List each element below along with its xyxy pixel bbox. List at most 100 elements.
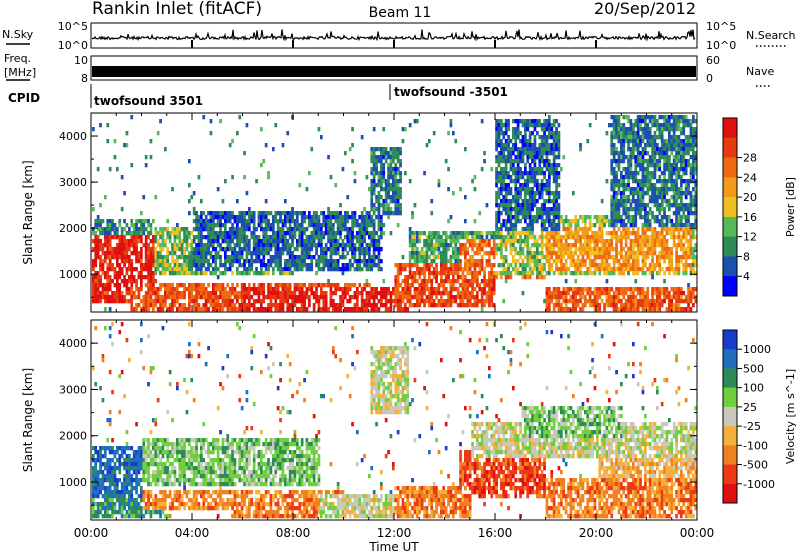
heatmap-cell (617, 191, 621, 196)
heatmap-cell (644, 231, 647, 236)
heatmap-cell (360, 259, 364, 264)
heatmap-cell (555, 211, 558, 216)
heatmap-cell (610, 235, 614, 240)
heatmap-cell (610, 295, 614, 300)
heatmap-cell (425, 283, 429, 288)
heatmap-cell (372, 295, 376, 300)
heatmap-cell (305, 215, 309, 220)
heatmap-cell (543, 175, 546, 180)
heatmap-cell (140, 219, 143, 224)
heatmap-cell (317, 263, 321, 268)
heatmap-cell (605, 287, 609, 292)
heatmap-cell (404, 291, 407, 296)
heatmap-cell (552, 123, 556, 128)
heatmap-cell (500, 243, 503, 248)
heatmap-cell (372, 263, 376, 268)
heatmap-cell (504, 259, 508, 264)
heatmap-cell (332, 243, 335, 248)
heatmap-cell (284, 239, 287, 244)
heatmap-cell (257, 291, 261, 296)
heatmap-cell (257, 215, 261, 220)
heatmap-cell (627, 247, 630, 252)
heatmap-cell (536, 167, 539, 172)
heatmap-cell (233, 259, 237, 264)
heatmap-cell (408, 291, 412, 296)
heatmap-cell (392, 195, 395, 200)
heatmap-cell (238, 263, 242, 268)
heatmap-cell (264, 227, 268, 232)
heatmap-cell (197, 219, 201, 224)
heatmap-cell (336, 239, 340, 244)
heatmap-cell (540, 183, 544, 188)
heatmap-cell (591, 271, 594, 276)
heatmap-cell (504, 199, 508, 204)
heatmap-cell (104, 239, 107, 244)
heatmap-cell (269, 235, 273, 240)
heatmap-cell (396, 195, 400, 200)
heatmap-cell (99, 259, 102, 264)
heatmap-cell (245, 255, 249, 260)
heatmap-cell (365, 303, 369, 308)
heatmap-cell (226, 291, 230, 296)
heatmap-cell (226, 215, 230, 220)
heatmap-cell (600, 227, 604, 232)
heatmap-cell (629, 299, 633, 304)
heatmap-cell (375, 255, 378, 260)
heatmap-cell (368, 283, 371, 288)
heatmap-cell (108, 223, 112, 228)
heatmap-cell (622, 303, 626, 308)
heatmap-cell (399, 263, 402, 268)
heatmap-cell (656, 147, 659, 152)
heatmap-cell (543, 131, 546, 136)
heatmap-cell (526, 139, 530, 144)
heatmap-cell (300, 235, 304, 240)
heatmap-cell (214, 223, 218, 228)
heatmap-cell (653, 239, 657, 244)
heatmap-cell (620, 159, 623, 164)
heatmap-cell (500, 255, 503, 260)
heatmap-cell (356, 299, 359, 304)
heatmap-cell (545, 259, 549, 264)
heatmap-cell (236, 283, 239, 288)
heatmap-cell (288, 271, 292, 276)
heatmap-cell (305, 251, 309, 256)
heatmap-cell (483, 151, 486, 156)
heatmap-cell (495, 171, 498, 176)
heatmap-cell (178, 247, 182, 252)
heatmap-cell (526, 263, 530, 268)
heatmap-cell (605, 255, 609, 260)
heatmap-cell (332, 251, 335, 256)
heatmap-cell (219, 287, 222, 292)
heatmap-cell (504, 267, 508, 272)
heatmap-cell (226, 303, 230, 308)
heatmap-cell (248, 223, 251, 228)
heatmap-cell (312, 235, 316, 240)
heatmap-cell (104, 271, 107, 276)
heatmap-cell (550, 127, 554, 132)
heatmap-cell (574, 247, 578, 252)
heatmap-cell (507, 239, 510, 244)
heatmap-cell (231, 291, 234, 296)
heatmap-cell (300, 215, 304, 220)
heatmap-cell (627, 303, 630, 308)
heatmap-cell (288, 227, 292, 232)
heatmap-cell (555, 287, 558, 292)
heatmap-cell (308, 283, 311, 288)
heatmap-cell (560, 235, 563, 240)
heatmap-cell (656, 119, 659, 124)
heatmap-cell (617, 135, 621, 140)
heatmap-cell (389, 171, 393, 176)
heatmap-cell (125, 255, 129, 260)
heatmap-cell (365, 175, 369, 180)
heatmap-cell (279, 307, 282, 312)
heatmap-cell (632, 247, 635, 252)
heatmap-cell (540, 263, 544, 268)
heatmap-cell (473, 271, 477, 276)
heatmap-cell (598, 271, 602, 276)
heatmap-cell (382, 151, 386, 156)
heatmap-cell (656, 239, 659, 244)
heatmap-cell (250, 235, 254, 240)
heatmap-cell (531, 271, 534, 276)
heatmap-cell (610, 147, 614, 152)
heatmap-cell (341, 239, 345, 244)
